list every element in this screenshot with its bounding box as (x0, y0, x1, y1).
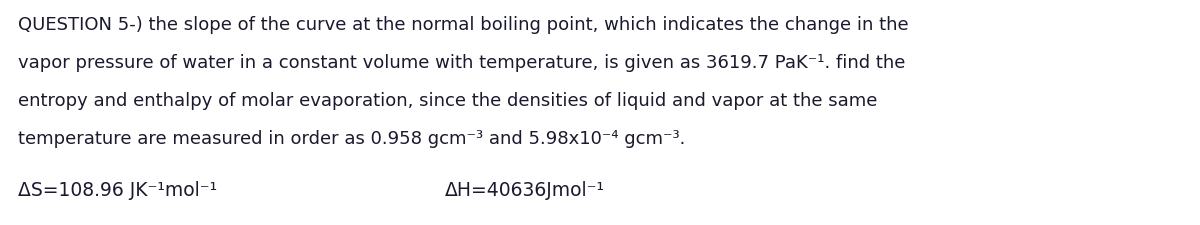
Text: ΔS=108.96 JK⁻¹mol⁻¹: ΔS=108.96 JK⁻¹mol⁻¹ (18, 180, 217, 199)
Text: entropy and enthalpy of molar evaporation, since the densities of liquid and vap: entropy and enthalpy of molar evaporatio… (18, 92, 877, 110)
Text: ΔH=40636Jmol⁻¹: ΔH=40636Jmol⁻¹ (445, 180, 605, 199)
Text: temperature are measured in order as 0.958 gcm⁻³ and 5.98x10⁻⁴ gcm⁻³.: temperature are measured in order as 0.9… (18, 129, 685, 147)
Text: vapor pressure of water in a constant volume with temperature, is given as 3619.: vapor pressure of water in a constant vo… (18, 54, 905, 72)
Text: QUESTION 5-) the slope of the curve at the normal boiling point, which indicates: QUESTION 5-) the slope of the curve at t… (18, 16, 908, 34)
